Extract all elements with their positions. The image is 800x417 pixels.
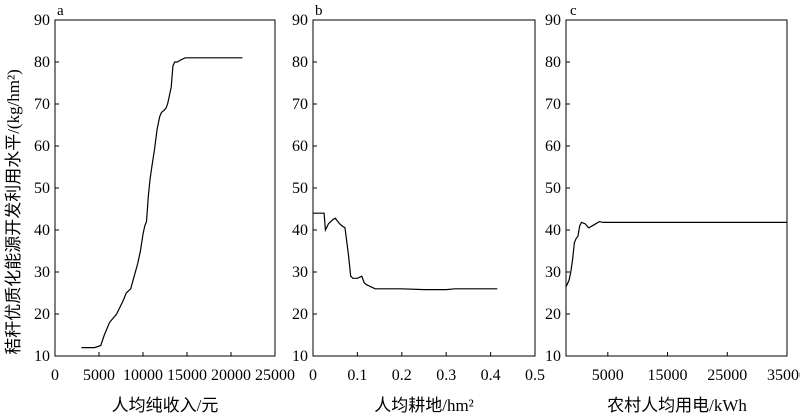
chart-panel-a: a 10 20 30 40 50 60 70 80 90 0 5000 10000 15000 2000… bbox=[34, 3, 295, 415]
y-axis-title: 秸秆优质化能源开发利用水平/(kg/hm²) bbox=[4, 69, 23, 355]
plot-frame bbox=[312, 19, 536, 357]
x-tick-label: 35000 bbox=[767, 367, 800, 384]
x-tick-label: 0.2 bbox=[392, 367, 412, 384]
y-tick-label: 70 bbox=[292, 96, 308, 113]
plot-frame bbox=[54, 19, 276, 357]
y-tick-label: 40 bbox=[545, 222, 561, 239]
series-line bbox=[313, 212, 498, 291]
y-tick-label: 20 bbox=[292, 306, 308, 323]
x-tick-label: 20000 bbox=[211, 367, 251, 384]
y-tick-label: 70 bbox=[545, 96, 561, 113]
y-ticks: 10 20 30 40 50 60 70 80 90 bbox=[292, 12, 317, 365]
x-tick-label: 15000 bbox=[167, 367, 207, 384]
y-tick-label: 50 bbox=[292, 180, 308, 197]
chart-panel-c: c 10 20 30 40 50 60 70 80 90 5000 15000 25000 35000… bbox=[545, 3, 800, 415]
y-tick-label: 80 bbox=[545, 54, 561, 71]
x-tick-label: 0.5 bbox=[525, 367, 545, 384]
x-tick-label: 15000 bbox=[648, 367, 688, 384]
y-tick-label: 80 bbox=[292, 54, 308, 71]
y-tick-label: 90 bbox=[292, 12, 308, 29]
y-tick-label: 30 bbox=[34, 264, 50, 281]
x-tick-label: 5000 bbox=[83, 367, 115, 384]
x-axis-title: 人均耕地/hm² bbox=[374, 396, 474, 415]
x-tick-label: 5000 bbox=[592, 367, 624, 384]
y-tick-label: 10 bbox=[292, 348, 308, 365]
x-tick-label: 25000 bbox=[255, 367, 295, 384]
y-tick-label: 30 bbox=[292, 264, 308, 281]
y-tick-label: 10 bbox=[34, 348, 50, 365]
panel-label: a bbox=[57, 3, 64, 19]
y-tick-label: 60 bbox=[34, 138, 50, 155]
y-tick-label: 80 bbox=[34, 54, 50, 71]
x-ticks: 0 0.1 0.2 0.3 0.4 0.5 bbox=[309, 352, 545, 384]
x-tick-label: 0.1 bbox=[347, 367, 367, 384]
y-tick-label: 20 bbox=[545, 306, 561, 323]
y-ticks: 10 20 30 40 50 60 70 80 90 bbox=[545, 12, 570, 365]
y-ticks: 10 20 30 40 50 60 70 80 90 bbox=[34, 12, 59, 365]
y-axis-title-group: 秸秆优质化能源开发利用水平/(kg/hm²) bbox=[4, 69, 23, 355]
y-tick-label: 10 bbox=[545, 348, 561, 365]
x-tick-label: 0.3 bbox=[436, 367, 456, 384]
x-tick-label: 10000 bbox=[123, 367, 163, 384]
y-tick-label: 30 bbox=[545, 264, 561, 281]
x-tick-label: 25000 bbox=[707, 367, 747, 384]
x-axis-title: 农村人均用电/kWh bbox=[607, 396, 747, 415]
x-tick-label: 0.4 bbox=[481, 367, 501, 384]
chart-panel-b: b 10 20 30 40 50 60 70 80 90 0 0.1 0.2 0.3 0.4 0.5 人均… bbox=[292, 3, 545, 415]
y-tick-label: 60 bbox=[545, 138, 561, 155]
x-tick-label: 0 bbox=[309, 367, 317, 384]
plot-frame bbox=[565, 19, 788, 357]
panel-label: b bbox=[315, 3, 323, 19]
y-tick-label: 40 bbox=[292, 222, 308, 239]
y-tick-label: 90 bbox=[545, 12, 561, 29]
y-tick-label: 20 bbox=[34, 306, 50, 323]
y-tick-label: 40 bbox=[34, 222, 50, 239]
y-tick-label: 60 bbox=[292, 138, 308, 155]
y-tick-label: 70 bbox=[34, 96, 50, 113]
y-tick-label: 90 bbox=[34, 12, 50, 29]
x-ticks: 0 5000 10000 15000 20000 25000 bbox=[51, 352, 295, 384]
series-line bbox=[565, 220, 787, 287]
series-line bbox=[81, 57, 243, 349]
x-axis-title: 人均纯收入/元 bbox=[112, 396, 219, 415]
x-tick-label: 0 bbox=[51, 367, 59, 384]
y-tick-label: 50 bbox=[545, 180, 561, 197]
panel-label: c bbox=[570, 3, 577, 19]
y-tick-label: 50 bbox=[34, 180, 50, 197]
x-ticks: 5000 15000 25000 35000 bbox=[592, 352, 800, 384]
